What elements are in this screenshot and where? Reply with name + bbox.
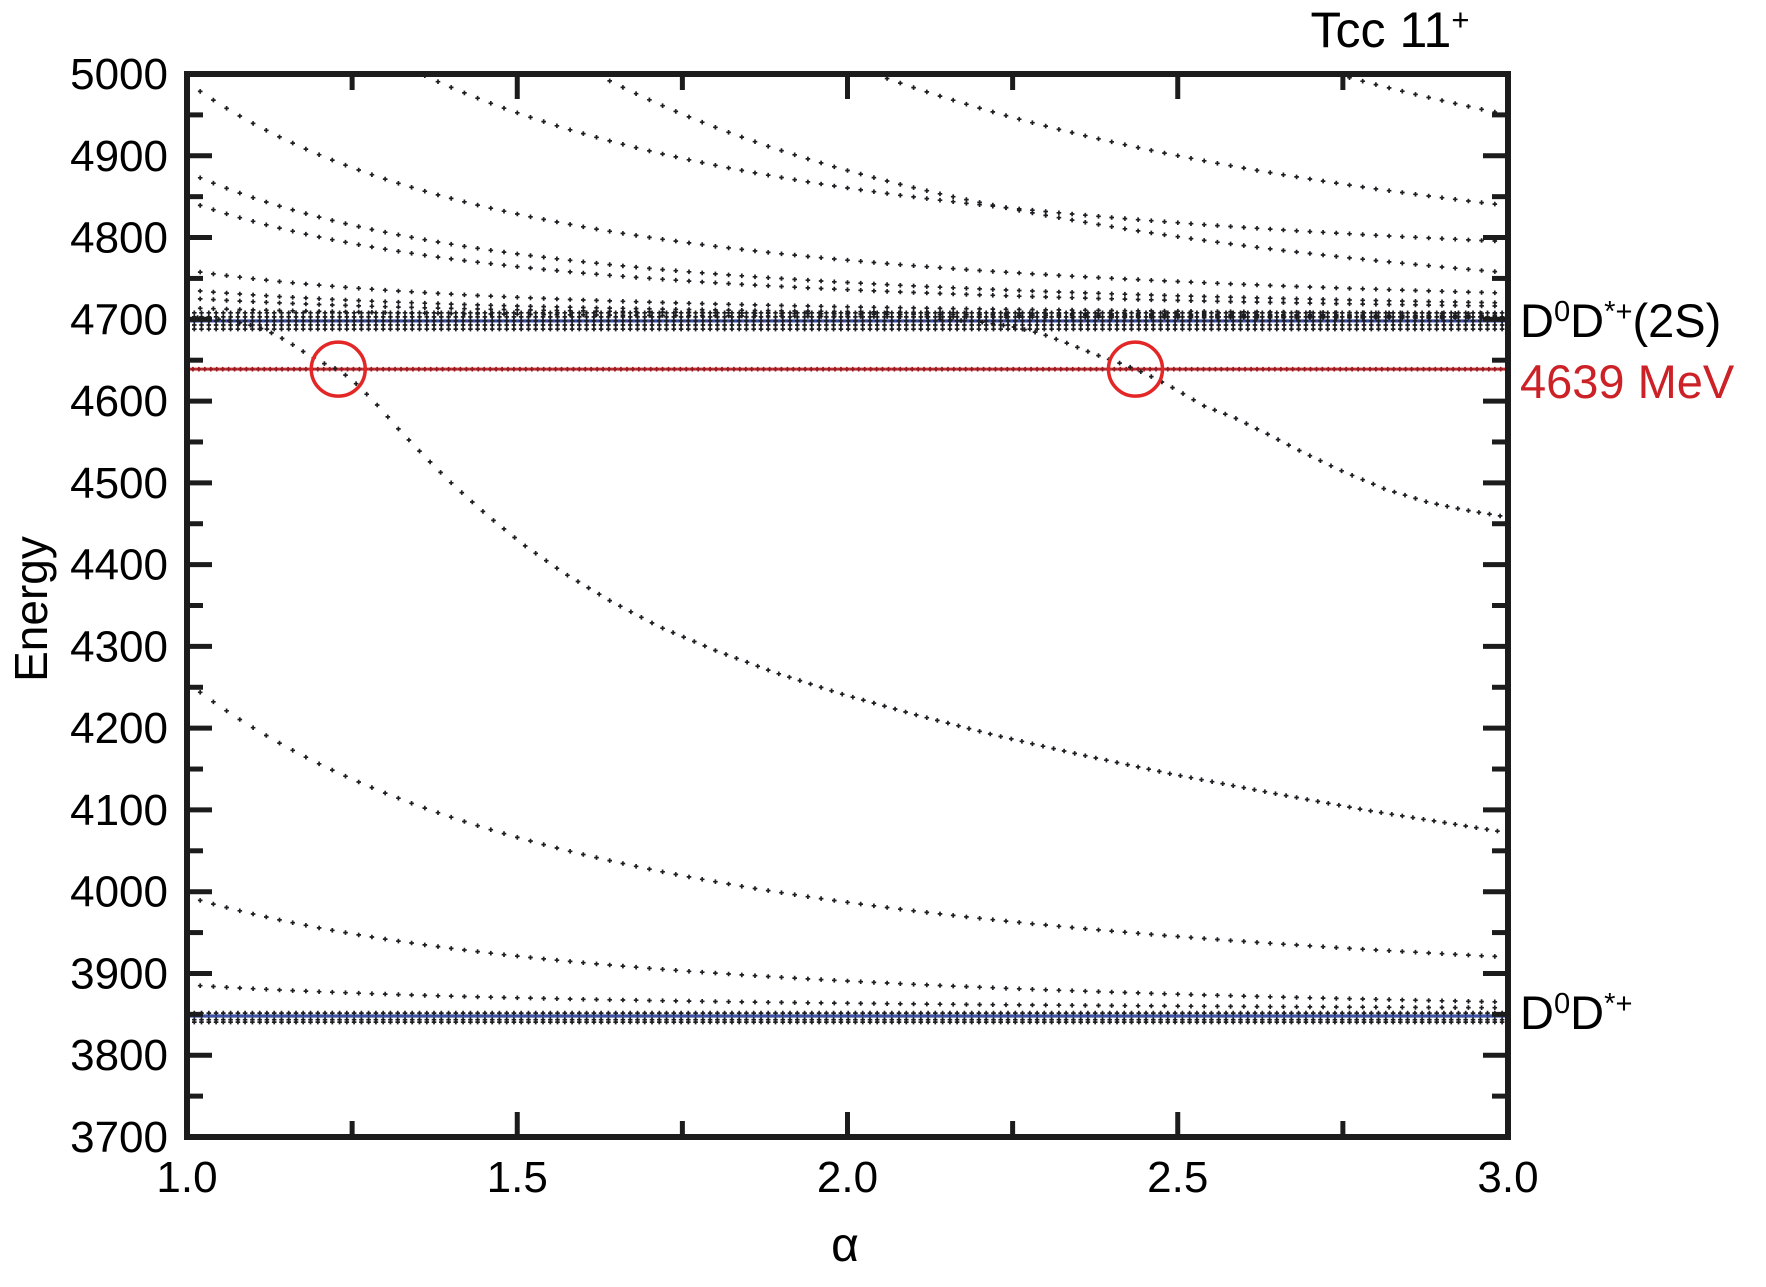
curve-markers <box>189 326 1505 332</box>
curve-markers <box>189 315 1500 834</box>
curve-markers <box>607 78 1498 274</box>
x-tick-label: 3.0 <box>1477 1153 1538 1202</box>
resonance-energy-label: 4639 MeV <box>1520 355 1734 409</box>
curve-markers <box>1347 77 1498 115</box>
curve-markers <box>189 81 1498 296</box>
upper-threshold-label: D0D*+(2S) <box>1520 294 1721 348</box>
tick-labels-layer: 3700 3800 3900 4000 4100 4200 4300 4400 4500 4600… <box>70 50 1538 1202</box>
y-axis-label: Energy <box>5 536 57 682</box>
y-tick-label: 5000 <box>70 50 168 99</box>
curve-markers <box>189 983 1498 1010</box>
x-axis-label: α <box>831 1219 859 1272</box>
y-tick-label: 3900 <box>70 949 168 998</box>
x-tick-label: 2.5 <box>1147 1153 1208 1202</box>
y-tick-label: 4600 <box>70 377 168 426</box>
y-tick-label: 4100 <box>70 786 168 835</box>
label-text: (2S) <box>1632 294 1722 347</box>
y-tick-label: 4900 <box>70 132 168 181</box>
y-tick-label: 4000 <box>70 868 168 917</box>
curve-markers <box>884 77 1498 207</box>
curve-markers <box>189 314 1505 320</box>
curve-markers <box>423 77 1498 244</box>
label-superscript: *+ <box>1604 295 1633 328</box>
curve-markers <box>189 366 1505 372</box>
label-superscript: 0 <box>1553 987 1571 1020</box>
x-tick-label: 2.0 <box>817 1153 878 1202</box>
lower-threshold-label: D0D*+ <box>1520 986 1632 1040</box>
curve-markers <box>189 310 1505 316</box>
curve-markers <box>189 1019 1505 1025</box>
curve-markers <box>189 322 1505 328</box>
y-tick-label: 4500 <box>70 459 168 508</box>
plot-title: Tcc 11+ <box>1190 0 1590 60</box>
axes-layer <box>184 71 1511 1140</box>
plot-frame <box>184 71 1511 1140</box>
threshold-lines-layer <box>189 319 1506 1018</box>
label-text: D <box>1520 294 1554 347</box>
label-superscript: *+ <box>1604 987 1633 1020</box>
curves-layer <box>189 77 1505 1025</box>
curve-markers <box>189 318 1505 324</box>
resonance-markers-layer <box>189 366 1505 372</box>
curve-markers <box>189 895 1498 1005</box>
y-tick-label: 4400 <box>70 541 168 590</box>
x-tick-label: 1.0 <box>156 1153 217 1202</box>
x-tick-label: 1.5 <box>487 1153 548 1202</box>
avoided-crossing-circle <box>309 340 368 398</box>
label-text: Tcc 11 <box>1310 2 1452 58</box>
y-tick-label: 3800 <box>70 1031 168 1080</box>
avoided-crossing-circle <box>1106 340 1165 398</box>
avoided-crossings-layer <box>309 340 1165 398</box>
curve-markers <box>189 199 1498 309</box>
label-superscript: + <box>1451 1 1470 37</box>
label-text: 4639 MeV <box>1520 355 1735 408</box>
y-tick-label: 4200 <box>70 704 168 753</box>
curve-markers <box>189 681 1498 959</box>
label-text: D <box>1570 294 1605 347</box>
y-tick-label: 4700 <box>70 295 168 344</box>
label-text: D <box>1570 986 1605 1039</box>
curve-markers <box>189 1017 1505 1022</box>
curve-markers <box>189 171 1498 305</box>
label-superscript: 0 <box>1553 295 1571 328</box>
y-tick-label: 3700 <box>70 1113 168 1162</box>
y-tick-label: 4800 <box>70 214 168 263</box>
curve-markers <box>937 317 1503 519</box>
curve-markers <box>189 1010 1505 1016</box>
y-tick-label: 4300 <box>70 622 168 671</box>
label-text: D <box>1520 986 1554 1039</box>
